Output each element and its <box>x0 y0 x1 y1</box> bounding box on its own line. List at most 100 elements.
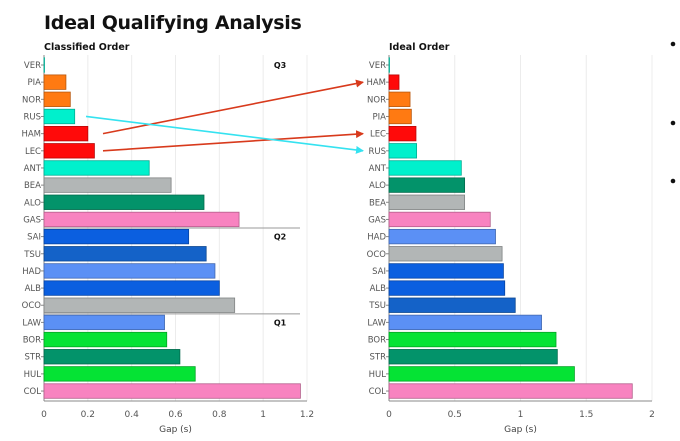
y-tick-label: ALB <box>370 284 387 294</box>
x-axis-label: Gap (s) <box>504 425 537 435</box>
bullet-point-icon <box>670 178 676 184</box>
bar-sai <box>388 263 504 279</box>
section-label-q3: Q3 <box>274 61 286 70</box>
section-label-q1: Q1 <box>274 318 287 327</box>
bar-col <box>388 383 633 399</box>
x-tick-label: 1.2 <box>300 410 314 420</box>
y-tick-label: HUL <box>369 370 387 380</box>
y-tick-label: COL <box>369 387 387 397</box>
bar-sai <box>43 228 190 245</box>
bar-tsu <box>388 297 516 313</box>
y-tick-label: RUS <box>23 112 41 122</box>
bar-nor <box>388 91 411 107</box>
bar-ham <box>388 74 400 90</box>
chart-subtitle: Ideal Order <box>389 42 450 53</box>
y-tick-label: ALB <box>25 284 42 294</box>
y-tick-label: HUL <box>24 370 42 380</box>
bar-alo <box>388 177 466 193</box>
y-tick-label: LEC <box>370 130 386 140</box>
y-tick-label: SAI <box>27 233 41 243</box>
y-tick-label: NOR <box>367 95 386 105</box>
x-tick-label: 0 <box>386 410 392 420</box>
y-tick-label: ALO <box>24 198 41 208</box>
x-tick-label: 0.8 <box>212 410 227 420</box>
bar-gas <box>388 211 491 228</box>
section-label-q2: Q2 <box>274 233 286 242</box>
y-tick-label: PIA <box>28 78 42 88</box>
y-tick-label: ANT <box>24 164 42 174</box>
bar-alb <box>388 280 506 296</box>
bar-alo <box>43 194 205 210</box>
bar-bea <box>388 194 466 210</box>
x-tick-label: 0.4 <box>125 410 140 420</box>
y-tick-label: STR <box>25 353 42 363</box>
bar-law <box>388 314 542 331</box>
x-tick-label: 0.2 <box>81 410 95 420</box>
x-tick-label: 0.6 <box>168 410 183 420</box>
bar-rus <box>43 108 76 125</box>
y-tick-label: HAM <box>21 130 41 140</box>
x-tick-label: 1.5 <box>579 410 593 420</box>
y-tick-label: LAW <box>22 318 41 328</box>
bullet-point-icon <box>670 41 676 47</box>
y-tick-label: ALO <box>369 181 386 191</box>
x-tick-label: 0 <box>41 410 47 420</box>
bar-ver <box>43 57 45 73</box>
y-tick-label: ANT <box>369 164 387 174</box>
arrow-rus <box>85 115 364 154</box>
page-title: Ideal Qualifying Analysis <box>44 12 302 34</box>
bar-hul <box>43 366 196 382</box>
y-tick-label: VER <box>24 61 41 71</box>
bar-str <box>388 349 558 365</box>
y-tick-label: STR <box>370 353 387 363</box>
y-tick-label: OCO <box>22 301 42 311</box>
bar-had <box>43 263 216 279</box>
bar-ant <box>43 160 150 176</box>
y-tick-label: RUS <box>368 147 386 157</box>
y-tick-label: BOR <box>23 336 41 346</box>
bar-ham <box>43 125 89 142</box>
y-tick-label: BEA <box>369 198 386 208</box>
x-tick-label: 1 <box>518 410 524 420</box>
y-tick-label: BEA <box>24 181 41 191</box>
bar-ver <box>388 57 390 73</box>
bar-bor <box>388 331 557 348</box>
chart-subtitle: Classified Order <box>44 42 130 53</box>
bar-law <box>43 314 165 331</box>
bar-oco <box>388 246 503 262</box>
arrow-lec <box>102 130 364 152</box>
bullet-point-icon <box>670 120 676 126</box>
bar-bor <box>43 331 168 348</box>
y-tick-label: NOR <box>22 95 41 105</box>
y-tick-label: TSU <box>368 301 386 311</box>
bar-lec <box>43 143 95 159</box>
bar-lec <box>388 125 417 142</box>
bar-had <box>388 228 496 245</box>
y-tick-label: HAD <box>367 233 386 243</box>
y-tick-label: HAD <box>22 267 41 277</box>
y-tick-label: HAM <box>366 78 386 88</box>
bar-pia <box>43 74 67 90</box>
y-tick-label: BOR <box>368 336 386 346</box>
y-tick-label: PIA <box>373 112 387 122</box>
bar-str <box>43 349 181 365</box>
bar-col <box>43 383 301 399</box>
bar-alb <box>43 280 220 296</box>
bar-oco <box>43 297 236 313</box>
bar-rus <box>388 143 418 159</box>
y-tick-label: SAI <box>372 267 386 277</box>
x-tick-label: 1 <box>260 410 266 420</box>
y-tick-label: LAW <box>367 318 386 328</box>
y-tick-label: COL <box>24 387 42 397</box>
bar-gas <box>43 211 240 228</box>
y-tick-label: OCO <box>367 250 387 260</box>
y-tick-label: TSU <box>23 250 41 260</box>
arrow-ham <box>102 79 364 135</box>
bar-tsu <box>43 246 207 262</box>
y-tick-label: LEC <box>25 147 41 157</box>
y-tick-label: GAS <box>23 215 41 225</box>
bar-hul <box>388 366 575 382</box>
y-tick-label: GAS <box>368 215 386 225</box>
x-axis-label: Gap (s) <box>159 425 192 435</box>
